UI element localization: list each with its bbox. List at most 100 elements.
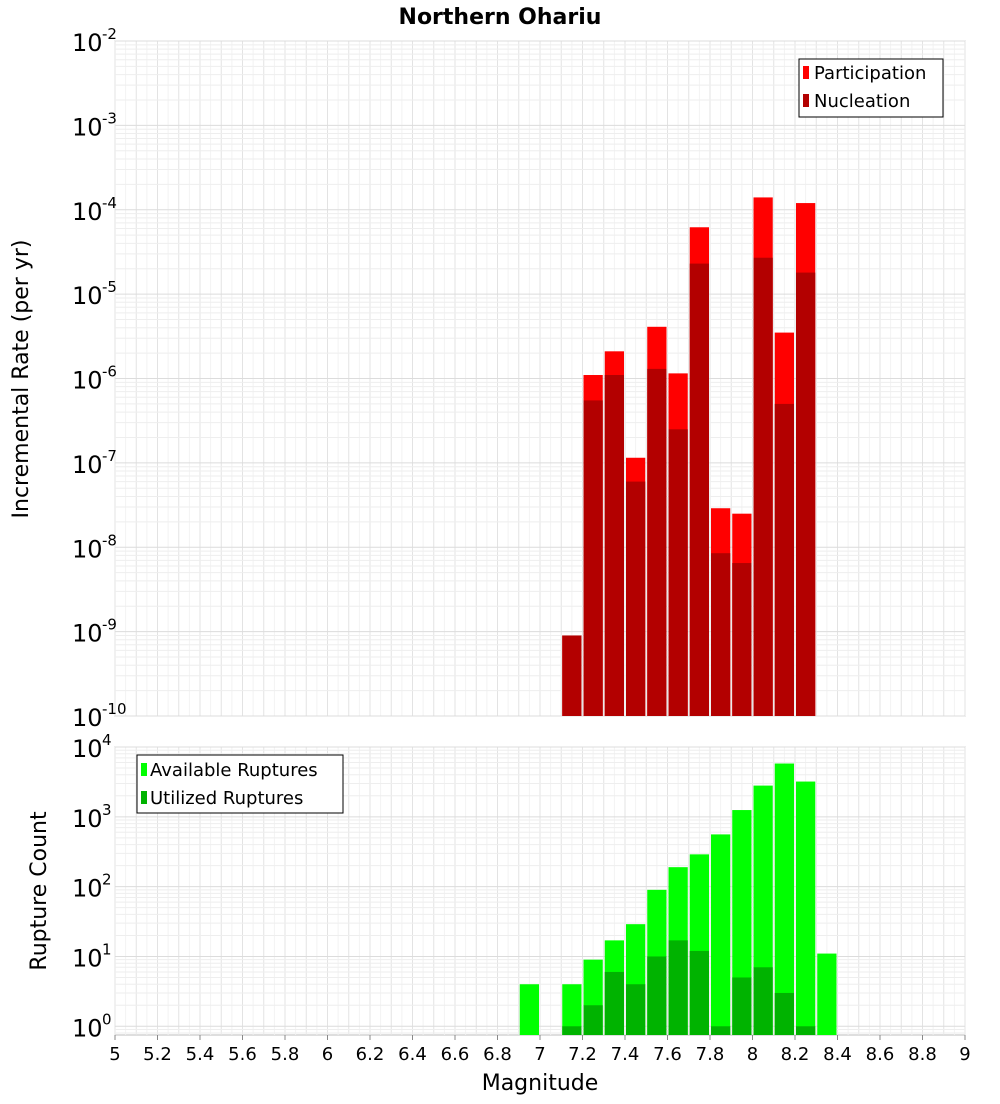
- nucleation-bar: [711, 553, 731, 716]
- y-tick-label: 10: [72, 535, 103, 563]
- nucleation-legend-label: Nucleation: [814, 91, 910, 112]
- y-tick-label: 10: [72, 1014, 103, 1042]
- x-tick-label: 6.8: [483, 1044, 512, 1065]
- x-tick-label: 8.2: [781, 1044, 810, 1065]
- utilized-ruptures-bar: [689, 950, 709, 1035]
- x-axis-label: Magnitude: [482, 1071, 599, 1096]
- x-tick-label: 8: [747, 1044, 758, 1065]
- y-tick-exponent: -7: [102, 447, 117, 465]
- y-tick-exponent: 2: [102, 871, 112, 889]
- nucleation-bar: [753, 257, 773, 716]
- y-tick-exponent: 3: [102, 801, 112, 819]
- y-tick-label: 10: [72, 282, 103, 310]
- y-tick-label: 10: [72, 29, 103, 57]
- nucleation-bar: [668, 429, 688, 716]
- utilized-ruptures-bar: [753, 967, 773, 1035]
- available-ruptures-bar: [817, 953, 837, 1035]
- nucleation-bar: [796, 272, 816, 716]
- bottom-legend-box: [136, 754, 344, 814]
- x-tick-label: 6: [322, 1044, 333, 1065]
- top-gridlines: [114, 40, 966, 717]
- y-tick-exponent: -5: [102, 278, 117, 296]
- y-tick-exponent: 1: [102, 940, 112, 958]
- x-tick-label: 7.8: [696, 1044, 725, 1065]
- available-ruptures-legend-label: Available Ruptures: [150, 760, 318, 781]
- top-y-axis-label: Incremental Rate (per yr): [9, 240, 34, 519]
- x-tick-label: 5.4: [186, 1044, 215, 1065]
- nucleation-bar: [604, 375, 624, 716]
- x-tick-label: 7.6: [653, 1044, 682, 1065]
- available-ruptures-bar: [774, 763, 794, 1035]
- top-bars: [562, 197, 816, 717]
- bottom-y-axis-label: Rupture Count: [27, 811, 52, 971]
- participation-legend-label: Participation: [814, 63, 926, 84]
- y-tick-exponent: -10: [102, 700, 127, 718]
- nucleation-bar: [583, 400, 603, 716]
- nucleation-bar: [732, 563, 752, 716]
- utilized-ruptures-bar: [626, 984, 646, 1035]
- y-tick-exponent: -4: [102, 194, 117, 212]
- utilized-ruptures-bar: [562, 1026, 582, 1035]
- x-axis-ticks: 5 5.2 5.4 5.6 5.8 6 6.2 6.4 6.6 6.8 7 7.2 7.4 7.6 7.8 8…: [109, 1035, 971, 1065]
- y-tick-exponent: -9: [102, 616, 117, 634]
- utilized-ruptures-bar: [732, 977, 752, 1035]
- x-tick-label: 7.4: [611, 1044, 640, 1065]
- participation-legend-swatch: [803, 66, 809, 79]
- y-tick-exponent: -8: [102, 531, 117, 549]
- available-ruptures-bar: [562, 984, 582, 1035]
- bottom-bars: [519, 763, 837, 1035]
- y-tick-exponent: -3: [102, 109, 117, 127]
- x-tick-label: 5.8: [271, 1044, 300, 1065]
- y-tick-label: 10: [72, 944, 103, 972]
- utilized-ruptures-legend-swatch: [141, 791, 147, 804]
- x-tick-label: 7.2: [568, 1044, 597, 1065]
- x-tick-label: 9: [959, 1044, 970, 1065]
- y-tick-label: 10: [72, 620, 103, 648]
- x-tick-label: 5.6: [228, 1044, 257, 1065]
- top-legend-box: [798, 58, 944, 118]
- available-ruptures-bar: [711, 834, 731, 1035]
- utilized-ruptures-bar: [604, 971, 624, 1035]
- y-tick-exponent: 4: [102, 731, 112, 749]
- utilized-ruptures-bar: [647, 956, 667, 1035]
- y-tick-exponent: -6: [102, 363, 117, 381]
- nucleation-bar: [562, 635, 582, 716]
- nucleation-bar: [647, 368, 667, 716]
- available-ruptures-bar: [519, 984, 539, 1035]
- bottom-legend: Available Ruptures Utilized Ruptures: [136, 754, 344, 814]
- x-tick-label: 8.4: [823, 1044, 852, 1065]
- nucleation-bar: [689, 263, 709, 716]
- x-tick-label: 6.6: [441, 1044, 470, 1065]
- x-tick-label: 6.4: [398, 1044, 427, 1065]
- y-tick-label: 10: [72, 367, 103, 395]
- utilized-ruptures-legend-label: Utilized Ruptures: [150, 788, 303, 809]
- utilized-ruptures-bar: [711, 1026, 731, 1035]
- top-legend: Participation Nucleation: [798, 58, 944, 118]
- x-tick-label: 6.2: [356, 1044, 385, 1065]
- available-ruptures-bar: [796, 781, 816, 1035]
- y-tick-exponent: -2: [102, 25, 117, 43]
- chart-title: Northern Ohariu: [399, 5, 602, 30]
- utilized-ruptures-bar: [774, 992, 794, 1035]
- y-tick-exponent: 0: [102, 1010, 112, 1028]
- utilized-ruptures-bar: [668, 940, 688, 1035]
- x-tick-label: 7: [534, 1044, 545, 1065]
- y-tick-label: 10: [72, 805, 103, 833]
- x-tick-label: 5.2: [143, 1044, 172, 1065]
- utilized-ruptures-bar: [796, 1026, 816, 1035]
- y-tick-label: 10: [72, 198, 103, 226]
- nucleation-legend-swatch: [803, 94, 809, 107]
- utilized-ruptures-bar: [583, 1005, 603, 1035]
- y-tick-label: 10: [72, 113, 103, 141]
- x-tick-label: 5: [109, 1044, 120, 1065]
- x-tick-label: 8.8: [908, 1044, 937, 1065]
- available-ruptures-legend-swatch: [141, 763, 147, 776]
- nucleation-bar: [626, 481, 646, 716]
- y-tick-label: 10: [72, 704, 103, 732]
